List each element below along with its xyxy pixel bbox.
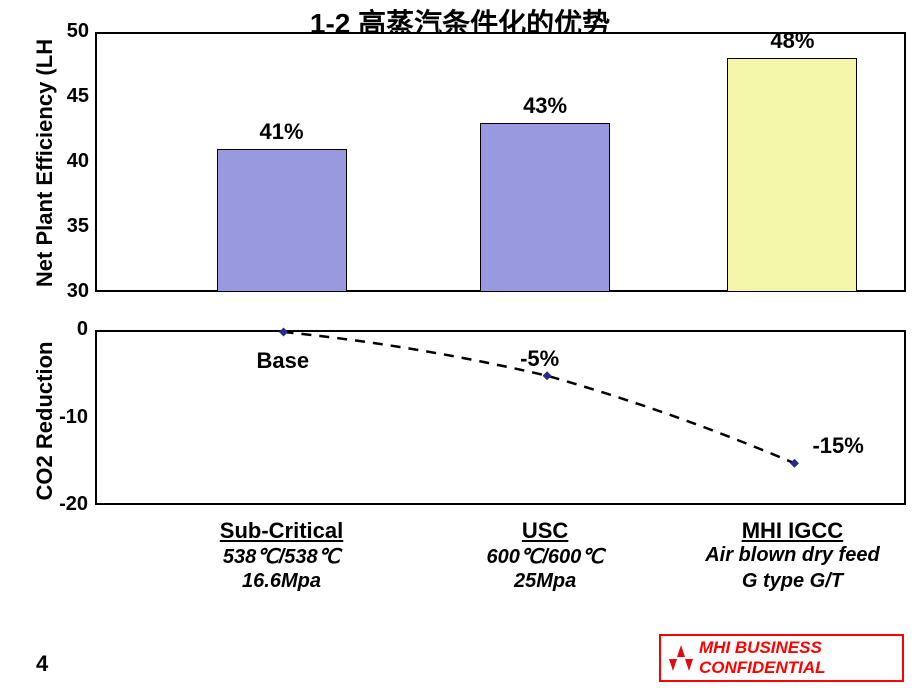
category-title: USC [420, 518, 670, 544]
mhi-logo-icon [667, 643, 695, 673]
category-sub2: G type G/T [667, 570, 917, 593]
efficiency-ytick: 35 [47, 215, 89, 238]
efficiency-ytick: 50 [47, 20, 89, 43]
category-title: MHI IGCC [667, 518, 917, 544]
efficiency-bar-label: 48% [742, 28, 842, 54]
efficiency-ytick: 40 [47, 150, 89, 173]
confidential-box: MHI BUSINESS CONFIDENTIAL [659, 634, 904, 682]
co2-line-svg [97, 332, 908, 507]
confidential-line2: CONFIDENTIAL [699, 658, 826, 678]
co2-point-label: -5% [520, 346, 559, 372]
slide-root: 1-2 高蒸汽条件化的优势 Net Plant Efficiency (LH C… [0, 0, 920, 690]
co2-ytick: 0 [40, 318, 88, 341]
page-number: 4 [36, 651, 48, 677]
efficiency-ytick: 45 [47, 85, 89, 108]
confidential-text: MHI BUSINESS CONFIDENTIAL [699, 638, 826, 677]
efficiency-ytick: 30 [47, 280, 89, 303]
co2-marker [279, 328, 288, 337]
efficiency-bar-label: 43% [495, 93, 595, 119]
category-sub1: Air blown dry feed [667, 544, 917, 567]
co2-ytick: -20 [40, 493, 88, 516]
co2-ytick: -10 [40, 406, 88, 429]
confidential-line1: MHI BUSINESS [699, 638, 826, 658]
category-sub1: 600℃/600℃ [420, 544, 670, 569]
category-title: Sub-Critical [157, 518, 407, 544]
category-sub1: 538℃/538℃ [157, 544, 407, 569]
efficiency-bar [217, 149, 347, 292]
efficiency-bar [727, 58, 857, 292]
efficiency-bar-label: 41% [232, 119, 332, 145]
category-sub2: 25Mpa [420, 570, 670, 593]
co2-marker [543, 371, 552, 380]
efficiency-bar [480, 123, 610, 292]
category-sub2: 16.6Mpa [157, 570, 407, 593]
co2-marker [790, 459, 799, 468]
co2-point-label: Base [257, 348, 310, 374]
co2-chart-area [95, 330, 906, 505]
co2-point-label: -15% [812, 433, 863, 459]
